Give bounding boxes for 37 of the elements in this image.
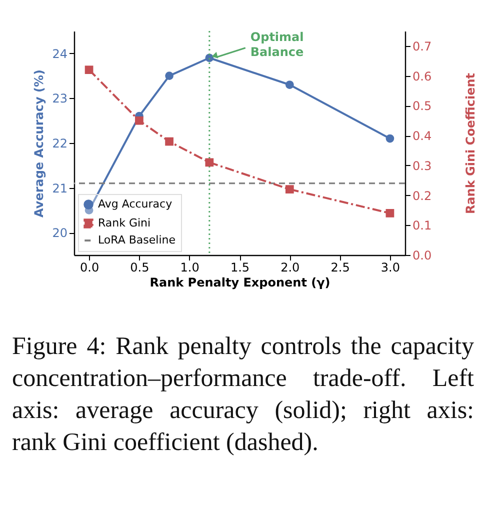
x-axis-title: Rank Penalty Exponent (γ) xyxy=(150,276,330,290)
y2-tick-label: 0.4 xyxy=(412,129,432,144)
x-tick-label: 1.0 xyxy=(180,260,200,274)
point xyxy=(165,137,174,146)
caption: Figure 4: Rank penalty controls the capacity concentration–performance trade-off. Left axis: average accuracy (solid); right axis: rank Gini coefficient (dashed). xyxy=(12,332,474,458)
y2-axis-title: Rank Gini Coefficient xyxy=(464,72,478,214)
point xyxy=(205,158,214,167)
x-tick-label: 2.5 xyxy=(330,260,350,274)
y2-tick-label: 0.0 xyxy=(412,248,432,262)
x-tick-label: 1.5 xyxy=(230,260,250,274)
y-tick-label: 20 xyxy=(52,226,68,240)
annotation: Optimal Balance xyxy=(250,30,304,59)
legend-label: Rank Gini xyxy=(98,216,151,230)
legend-label: LoRA Baseline xyxy=(98,234,176,246)
y-axis-title: Average Accuracy (%) xyxy=(32,70,46,218)
y-tick-label: 21 xyxy=(52,181,68,196)
y2-tick-label: 0.5 xyxy=(412,99,432,114)
y2-tick-label: 0.2 xyxy=(412,188,432,203)
point xyxy=(135,116,144,125)
point xyxy=(285,80,294,89)
y-tick-label: 24 xyxy=(52,46,68,61)
y2-tick-label: 0.7 xyxy=(412,39,432,54)
x-tick-label: 3.0 xyxy=(380,260,400,274)
y-tick-label: 23 xyxy=(52,92,68,106)
x-tick-label: 0.5 xyxy=(130,260,150,274)
legend-label: Avg Accuracy xyxy=(98,198,173,210)
point xyxy=(165,72,174,80)
y-tick-label: 22 xyxy=(52,136,68,150)
y2-tick-label: 0.3 xyxy=(412,158,432,173)
x-tick-label: 2.0 xyxy=(280,260,300,274)
point xyxy=(386,209,394,218)
point xyxy=(386,134,394,143)
point xyxy=(84,66,94,74)
y2-tick-label: 0.6 xyxy=(412,69,432,84)
y2-tick-label: 0.1 xyxy=(412,218,432,233)
x-tick-label: 0.0 xyxy=(80,260,100,274)
point xyxy=(285,185,294,194)
